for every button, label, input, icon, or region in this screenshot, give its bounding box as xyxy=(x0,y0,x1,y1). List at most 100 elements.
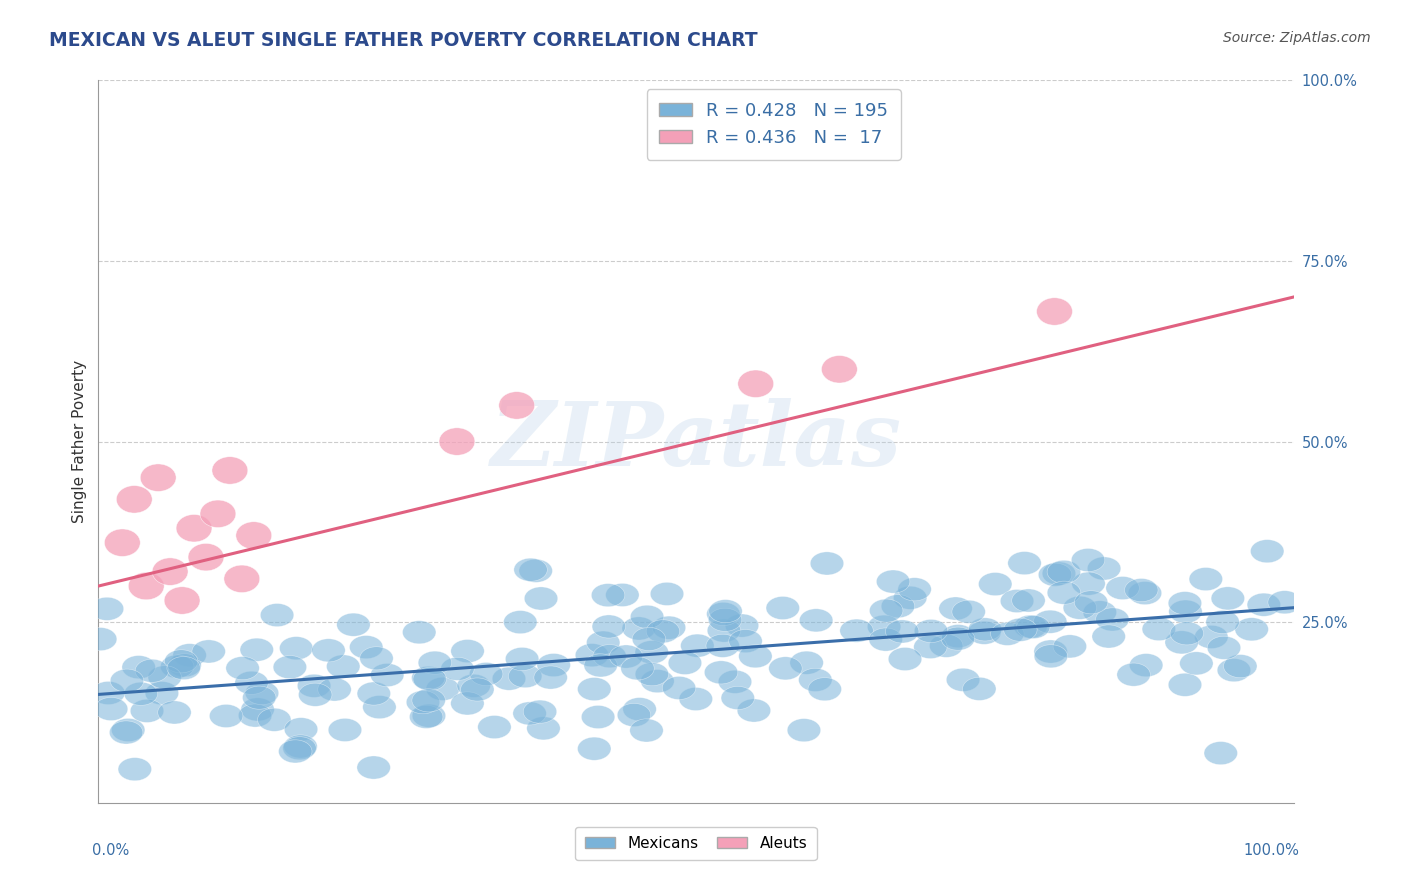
Ellipse shape xyxy=(1033,610,1067,633)
Ellipse shape xyxy=(578,678,612,700)
Ellipse shape xyxy=(110,669,143,692)
Ellipse shape xyxy=(524,587,558,610)
Ellipse shape xyxy=(1014,615,1047,638)
Ellipse shape xyxy=(260,604,294,627)
Ellipse shape xyxy=(621,617,655,640)
Ellipse shape xyxy=(1234,618,1268,640)
Ellipse shape xyxy=(821,356,858,383)
Text: Source: ZipAtlas.com: Source: ZipAtlas.com xyxy=(1223,31,1371,45)
Ellipse shape xyxy=(326,655,360,678)
Y-axis label: Single Father Poverty: Single Father Poverty xyxy=(72,360,87,523)
Ellipse shape xyxy=(1218,658,1251,681)
Ellipse shape xyxy=(886,620,920,643)
Ellipse shape xyxy=(1017,615,1050,639)
Ellipse shape xyxy=(357,756,391,779)
Ellipse shape xyxy=(94,698,128,721)
Ellipse shape xyxy=(952,600,986,624)
Ellipse shape xyxy=(1083,601,1116,624)
Ellipse shape xyxy=(336,613,370,636)
Ellipse shape xyxy=(991,623,1024,646)
Ellipse shape xyxy=(1071,549,1105,572)
Ellipse shape xyxy=(668,651,702,674)
Ellipse shape xyxy=(623,698,657,721)
Ellipse shape xyxy=(235,672,269,694)
Ellipse shape xyxy=(969,618,1001,641)
Ellipse shape xyxy=(1116,663,1150,686)
Ellipse shape xyxy=(527,717,560,739)
Ellipse shape xyxy=(808,678,842,701)
Ellipse shape xyxy=(578,737,612,760)
Ellipse shape xyxy=(212,457,247,484)
Ellipse shape xyxy=(492,667,526,690)
Text: ZIPatlas: ZIPatlas xyxy=(491,399,901,484)
Ellipse shape xyxy=(738,370,773,398)
Ellipse shape xyxy=(609,645,643,668)
Ellipse shape xyxy=(914,619,948,642)
Ellipse shape xyxy=(122,656,156,679)
Ellipse shape xyxy=(1223,655,1257,678)
Ellipse shape xyxy=(412,689,446,712)
Ellipse shape xyxy=(412,666,446,690)
Ellipse shape xyxy=(283,737,316,760)
Ellipse shape xyxy=(165,587,200,615)
Ellipse shape xyxy=(440,657,474,681)
Ellipse shape xyxy=(328,718,361,741)
Ellipse shape xyxy=(979,573,1012,596)
Ellipse shape xyxy=(799,668,832,691)
Ellipse shape xyxy=(606,583,640,607)
Ellipse shape xyxy=(236,522,271,549)
Ellipse shape xyxy=(939,597,973,620)
Ellipse shape xyxy=(148,665,181,689)
Ellipse shape xyxy=(188,543,224,571)
Ellipse shape xyxy=(1071,572,1105,595)
Ellipse shape xyxy=(630,719,664,742)
Ellipse shape xyxy=(1125,579,1159,601)
Ellipse shape xyxy=(769,657,803,680)
Ellipse shape xyxy=(593,645,626,668)
Ellipse shape xyxy=(257,708,291,731)
Ellipse shape xyxy=(681,634,714,657)
Ellipse shape xyxy=(245,681,278,705)
Ellipse shape xyxy=(1053,635,1087,658)
Ellipse shape xyxy=(124,682,157,706)
Ellipse shape xyxy=(709,599,742,623)
Ellipse shape xyxy=(1166,631,1198,654)
Ellipse shape xyxy=(505,648,538,671)
Ellipse shape xyxy=(650,582,683,606)
Ellipse shape xyxy=(91,681,125,705)
Ellipse shape xyxy=(537,654,571,677)
Ellipse shape xyxy=(1033,640,1067,663)
Ellipse shape xyxy=(869,599,903,623)
Ellipse shape xyxy=(868,615,901,639)
Ellipse shape xyxy=(145,681,179,705)
Ellipse shape xyxy=(633,627,665,650)
Ellipse shape xyxy=(1035,645,1067,668)
Ellipse shape xyxy=(1095,607,1129,631)
Ellipse shape xyxy=(278,739,312,763)
Ellipse shape xyxy=(118,757,152,780)
Ellipse shape xyxy=(810,552,844,575)
Ellipse shape xyxy=(503,611,537,633)
Ellipse shape xyxy=(1107,576,1139,599)
Ellipse shape xyxy=(298,683,332,706)
Ellipse shape xyxy=(513,702,547,725)
Ellipse shape xyxy=(1087,557,1121,580)
Ellipse shape xyxy=(1204,741,1237,764)
Ellipse shape xyxy=(581,706,614,729)
Ellipse shape xyxy=(160,655,194,678)
Legend: Mexicans, Aleuts: Mexicans, Aleuts xyxy=(575,827,817,860)
Ellipse shape xyxy=(519,559,553,582)
Ellipse shape xyxy=(1063,596,1097,619)
Ellipse shape xyxy=(1247,593,1281,616)
Ellipse shape xyxy=(350,635,382,658)
Ellipse shape xyxy=(787,719,821,742)
Ellipse shape xyxy=(534,666,568,690)
Ellipse shape xyxy=(242,686,276,709)
Ellipse shape xyxy=(704,661,738,684)
Ellipse shape xyxy=(451,640,484,663)
Ellipse shape xyxy=(418,651,451,674)
Ellipse shape xyxy=(652,616,686,640)
Ellipse shape xyxy=(152,558,188,585)
Ellipse shape xyxy=(284,718,318,740)
Ellipse shape xyxy=(617,704,651,727)
